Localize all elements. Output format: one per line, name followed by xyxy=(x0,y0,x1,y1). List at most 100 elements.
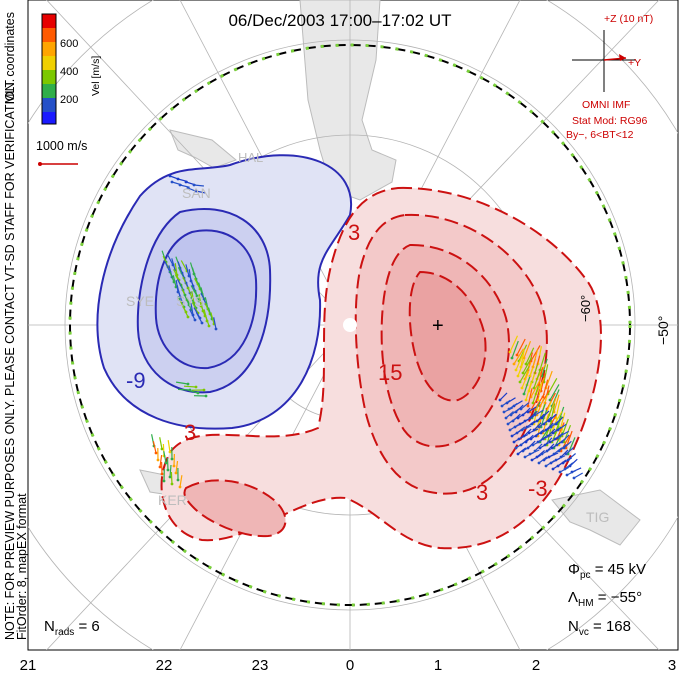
velocity-vector-origin xyxy=(510,434,514,438)
velocity-vector xyxy=(529,410,538,419)
velocity-vector-origin xyxy=(532,386,536,390)
velocity-vector xyxy=(573,472,583,479)
velocity-vector xyxy=(548,413,557,422)
velocity-vector-origin xyxy=(192,183,196,187)
velocity-vector xyxy=(538,420,548,428)
colorbar-tick-600: 600 xyxy=(60,38,78,50)
velocity-vector-origin xyxy=(172,464,176,468)
imf-y-label: +Y xyxy=(628,57,641,69)
velocity-vector xyxy=(200,304,206,317)
colorbar-swatch-6 xyxy=(42,98,56,112)
velocity-vector xyxy=(551,442,561,449)
velocity-vector xyxy=(515,441,525,449)
velocity-vector-origin xyxy=(186,315,190,319)
velocity-vector xyxy=(508,402,518,410)
velocity-vector xyxy=(520,402,530,410)
velocity-vector xyxy=(499,392,508,401)
velocity-vector xyxy=(540,427,550,434)
velocity-vector xyxy=(541,448,551,455)
velocity-vector xyxy=(159,437,163,450)
velocity-vector xyxy=(524,451,535,458)
velocity-vector xyxy=(525,382,532,401)
colorbar-swatch-0 xyxy=(42,14,56,28)
velocity-vector xyxy=(163,451,167,464)
velocity-vector xyxy=(563,440,572,449)
mlt-tick-0: 0 xyxy=(346,657,354,674)
velocity-vector-origin xyxy=(174,471,178,475)
mlt-tick-23: 23 xyxy=(252,657,269,674)
map-title: 06/Dec/2003 17:00–17:02 UT xyxy=(228,11,451,30)
velocity-vector xyxy=(174,263,178,276)
velocity-vector xyxy=(511,430,521,437)
imf-condition: By−, 6<BT<12 xyxy=(566,129,634,141)
velocity-vector-origin xyxy=(518,380,522,384)
velocity-vector xyxy=(180,260,188,272)
mlt-tick-2: 2 xyxy=(532,657,540,674)
velocity-vector xyxy=(187,286,193,299)
contour-label-15: 15 xyxy=(378,360,402,385)
velocity-vector xyxy=(532,439,543,446)
velocity-vector xyxy=(190,296,197,309)
velocity-vector xyxy=(194,289,200,302)
velocity-vector xyxy=(535,377,545,395)
velocity-vector xyxy=(193,272,199,285)
velocity-vector-origin xyxy=(565,473,569,477)
velocity-vector xyxy=(543,364,549,383)
velocity-vector xyxy=(566,469,577,476)
velocity-vector xyxy=(528,428,539,434)
velocity-vector-origin xyxy=(515,353,519,357)
velocity-vector xyxy=(518,344,528,362)
hm-boundary-points xyxy=(68,43,632,607)
velocity-vector xyxy=(530,380,541,398)
velocity-vector-origin xyxy=(520,386,524,390)
velocity-vector xyxy=(543,454,553,461)
contour-labels: -9 3 15 3 3 -3 xyxy=(126,220,548,505)
velocity-vector-origin xyxy=(207,324,211,328)
velocity-vector xyxy=(534,443,543,452)
velocity-vector xyxy=(565,447,574,455)
velocity-vector xyxy=(194,278,201,290)
velocity-vector xyxy=(179,475,183,488)
vector-scale-dot xyxy=(38,162,42,166)
velocity-vector xyxy=(166,457,169,471)
velocity-vector xyxy=(523,376,531,395)
velocity-vector xyxy=(534,393,546,410)
velocity-vector xyxy=(210,312,215,325)
station-san: SAN xyxy=(182,185,211,201)
velocity-vector xyxy=(532,385,539,404)
velocity-vector xyxy=(526,420,536,428)
velocity-vector xyxy=(523,340,532,359)
velocity-vector-origin xyxy=(510,356,514,360)
contour-label-3-top: 3 xyxy=(348,220,360,245)
station-sye: SYE xyxy=(126,293,154,309)
velocity-vector xyxy=(168,270,175,283)
velocity-vector-origin xyxy=(160,472,164,476)
velocity-vector-origin xyxy=(178,183,182,187)
velocity-vector-origin xyxy=(516,374,520,378)
velocity-vector-origin xyxy=(506,422,510,426)
pole-marker xyxy=(343,318,357,332)
velocity-vector-origin xyxy=(530,458,534,462)
velocity-vector xyxy=(553,394,560,413)
velocity-vector xyxy=(169,464,172,478)
velocity-vector-origin xyxy=(522,392,526,396)
velocity-vector xyxy=(558,444,567,452)
velocity-vector xyxy=(550,420,560,428)
velocity-vector-origin xyxy=(558,470,562,474)
velocity-vector xyxy=(195,190,206,194)
velocity-vector xyxy=(534,409,544,416)
velocity-vector xyxy=(189,309,196,321)
colorbar-swatch-5 xyxy=(42,84,56,98)
velocity-vector-origin xyxy=(514,368,518,372)
colorbar-tick-400: 400 xyxy=(60,66,78,78)
velocity-vector-origin xyxy=(548,398,552,402)
mlt-tick-21: 21 xyxy=(20,657,37,674)
station-ker: KER xyxy=(158,492,187,508)
velocity-vector xyxy=(200,292,207,305)
velocity-vector xyxy=(538,456,548,464)
velocity-vector xyxy=(533,422,542,431)
velocity-vector-origin xyxy=(512,440,516,444)
colorbar-swatch-2 xyxy=(42,42,56,56)
velocity-vector xyxy=(193,184,204,187)
velocity-vector xyxy=(559,466,570,473)
